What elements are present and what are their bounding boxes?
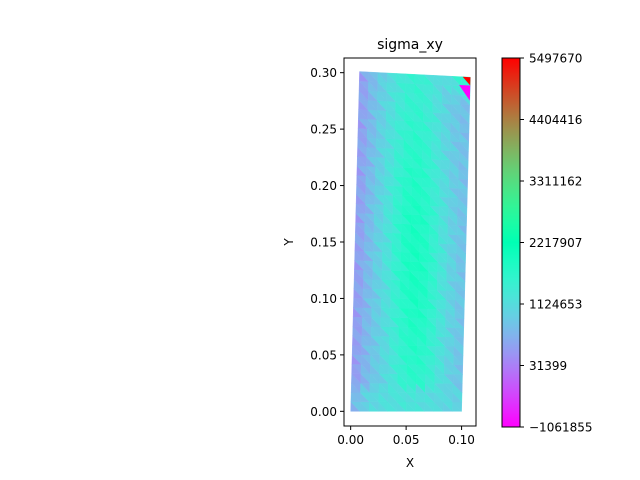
colorbar-tick-label: 2217907 — [529, 236, 582, 250]
colorbar-tick-label: 31399 — [529, 359, 567, 373]
colorbar-ticks: −1061855 31399 1124653 2217907 3311162 440441… — [520, 52, 593, 435]
x-axis-ticks: 0.00 0.05 0.10 — [337, 426, 475, 447]
colorbar-tick-label: 3311162 — [529, 174, 582, 188]
colorbar-tick-label: −1061855 — [529, 421, 593, 435]
stress-field-mesh — [350, 71, 471, 412]
corner-min-element — [459, 84, 471, 101]
y-tick-label: 0.15 — [310, 236, 337, 250]
x-tick-label: 0.00 — [337, 433, 364, 447]
x-tick-label: 0.10 — [448, 433, 475, 447]
colorbar — [501, 57, 521, 428]
corner-max-element — [462, 76, 471, 86]
colorbar-tick-label: 5497670 — [529, 52, 582, 66]
y-axis-ticks: 0.00 0.05 0.10 0.15 0.20 0.25 0.30 — [310, 66, 344, 419]
y-tick-label: 0.30 — [310, 66, 337, 80]
y-tick-label: 0.05 — [310, 348, 337, 362]
colorbar-tick-label: 4404416 — [529, 113, 582, 127]
x-tick-label: 0.05 — [393, 433, 420, 447]
y-tick-label: 0.20 — [310, 179, 337, 193]
colorbar-tick-label: 1124653 — [529, 298, 582, 312]
y-axis-label: Y — [282, 238, 296, 247]
x-axis-label: X — [406, 456, 414, 470]
y-tick-label: 0.00 — [310, 405, 337, 419]
chart-title: sigma_xy — [377, 37, 443, 53]
y-tick-label: 0.25 — [310, 123, 337, 137]
y-tick-label: 0.10 — [310, 292, 337, 306]
